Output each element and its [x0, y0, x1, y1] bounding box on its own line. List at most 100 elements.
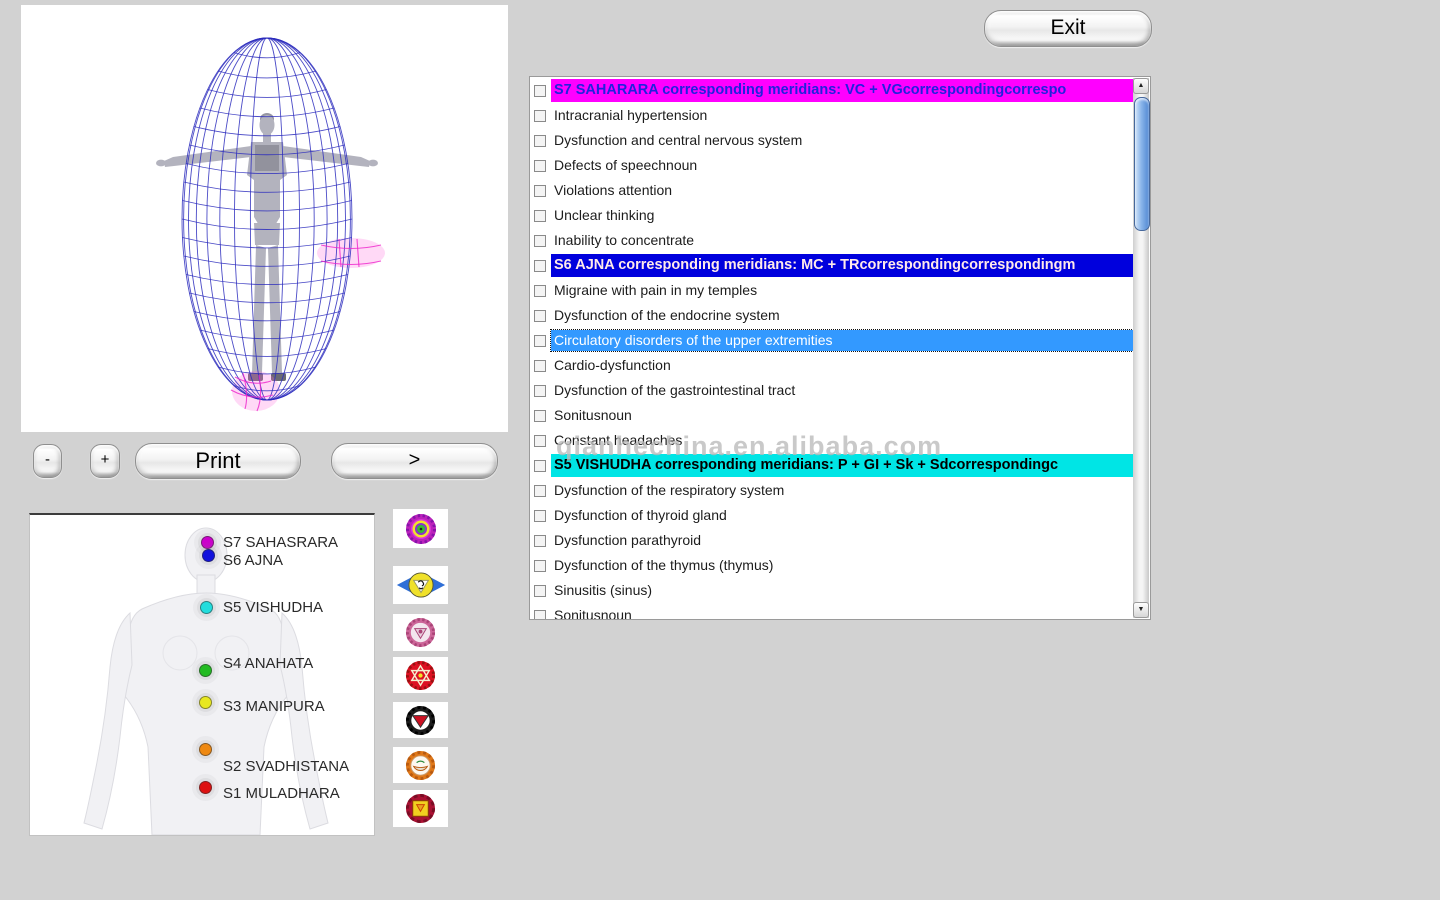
list-item-row[interactable]: Circulatory disorders of the upper extre…: [530, 328, 1134, 353]
list-item-label: Inability to concentrate: [554, 232, 695, 248]
list-item-row[interactable]: Dysfunction of thyroid gland: [530, 503, 1133, 528]
list-item-row[interactable]: Intracranial hypertension: [530, 103, 1133, 128]
muladhara-icon: [393, 790, 448, 827]
list-item-row[interactable]: Dysfunction and central nervous system: [530, 128, 1133, 153]
checkbox[interactable]: [534, 384, 546, 397]
list-item-row[interactable]: Violations attention: [530, 178, 1133, 203]
checkbox[interactable]: [534, 209, 546, 222]
chakra-label-s3: S3 MANIPURA: [223, 698, 325, 715]
checkbox[interactable]: [534, 434, 546, 447]
list-item-row[interactable]: Defects of speechnoun: [530, 153, 1133, 178]
list-item-label: Sonitusnoun: [554, 407, 632, 423]
checkbox[interactable]: [534, 459, 546, 472]
list-item-row[interactable]: Sonitusnoun: [530, 603, 1133, 620]
list-item-label: Defects of speechnoun: [554, 157, 698, 173]
list-item-label: S7 SAHARARA corresponding meridians: VC …: [551, 79, 1133, 102]
anahata-icon: [393, 657, 448, 693]
list-rows: S7 SAHARARA corresponding meridians: VC …: [530, 78, 1134, 620]
checkbox[interactable]: [534, 159, 546, 172]
list-item-label: Circulatory disorders of the upper extre…: [550, 329, 1134, 352]
list-item-row[interactable]: Cardio-dysfunction: [530, 353, 1133, 378]
chakra-dot-s2: [199, 743, 212, 756]
chakra-dot-s6: [202, 549, 215, 562]
list-item-label: Dysfunction of the thymus (thymus): [554, 557, 774, 573]
list-item-label: Violations attention: [554, 182, 673, 198]
zoom-in-button[interactable]: +: [90, 444, 120, 478]
checkbox[interactable]: [534, 509, 546, 522]
list-item-label: Cardio-dysfunction: [554, 357, 671, 373]
checkbox[interactable]: [534, 609, 546, 619]
checkbox[interactable]: [534, 84, 546, 97]
list-item-label: Intracranial hypertension: [554, 107, 708, 123]
scroll-down-arrow[interactable]: ▼: [1133, 602, 1149, 618]
checkbox[interactable]: [534, 334, 546, 347]
list-header-row[interactable]: S7 SAHARARA corresponding meridians: VC …: [530, 78, 1133, 103]
scrollbar-track[interactable]: ▲ ▼: [1133, 78, 1150, 618]
list-item-label: Dysfunction of the endocrine system: [554, 307, 780, 323]
chakra-label-s1: S1 MULADHARA: [223, 785, 340, 802]
list-item-row[interactable]: Dysfunction of the endocrine system: [530, 303, 1133, 328]
list-item-label: Dysfunction and central nervous system: [554, 132, 803, 148]
aura-panel: [21, 5, 508, 432]
chakra-dot-s4: [199, 664, 212, 677]
aura-wireframe-image: [156, 37, 385, 412]
list-item-row[interactable]: Dysfunction of the thymus (thymus): [530, 553, 1133, 578]
sahasrara-icon: [393, 509, 448, 548]
scrollbar-thumb[interactable]: [1134, 97, 1150, 231]
list-item-row[interactable]: Dysfunction of the gastrointestinal trac…: [530, 378, 1133, 403]
list-item-label: Sinusitis (sinus): [554, 582, 653, 598]
list-item-label: Sonitusnoun: [554, 607, 632, 620]
list-item-label: Dysfunction parathyroid: [554, 532, 702, 548]
chakra-body-panel: S7 SAHASRARA S6 AJNA S5 VISHUDHA S4 ANAH…: [29, 513, 375, 836]
list-item-label: Unclear thinking: [554, 207, 655, 223]
aura-mesh: [181, 37, 353, 401]
diagnosis-listbox[interactable]: S7 SAHARARA corresponding meridians: VC …: [529, 76, 1151, 620]
human-figure: [156, 113, 378, 381]
list-item-label: S6 AJNA corresponding meridians: MC + TR…: [551, 254, 1133, 277]
chakra-label-s4: S4 ANAHATA: [223, 655, 314, 672]
list-item-row[interactable]: Constant headaches: [530, 428, 1133, 453]
print-button[interactable]: Print: [135, 443, 301, 479]
list-item-row[interactable]: Dysfunction parathyroid: [530, 528, 1133, 553]
checkbox[interactable]: [534, 309, 546, 322]
scroll-up-arrow[interactable]: ▲: [1133, 78, 1149, 94]
list-item-row[interactable]: Sonitusnoun: [530, 403, 1133, 428]
manipura-icon: [393, 702, 448, 738]
checkbox[interactable]: [534, 484, 546, 497]
chakra-label-s5: S5 VISHUDHA: [223, 599, 324, 616]
list-item-label: Dysfunction of thyroid gland: [554, 507, 727, 523]
list-item-label: Constant headaches: [554, 432, 683, 448]
checkbox[interactable]: [534, 134, 546, 147]
aura-anomaly-wires: [230, 238, 382, 412]
checkbox[interactable]: [534, 584, 546, 597]
chakra-dot-s5: [200, 601, 213, 614]
checkbox[interactable]: [534, 284, 546, 297]
chakra-dot-s7: [201, 536, 214, 549]
zoom-out-button[interactable]: -: [33, 444, 62, 478]
list-item-row[interactable]: Unclear thinking: [530, 203, 1133, 228]
checkbox[interactable]: [534, 109, 546, 122]
list-item-row[interactable]: Migraine with pain in my temples: [530, 278, 1133, 303]
checkbox[interactable]: [534, 259, 546, 272]
list-item-row[interactable]: Inability to concentrate: [530, 228, 1133, 253]
vishudha-icon: [393, 614, 448, 651]
list-item-row[interactable]: Dysfunction of the respiratory system: [530, 478, 1133, 503]
checkbox[interactable]: [534, 184, 546, 197]
list-header-row[interactable]: S5 VISHUDHA corresponding meridians: P +…: [530, 453, 1133, 478]
checkbox[interactable]: [534, 359, 546, 372]
checkbox[interactable]: [534, 234, 546, 247]
list-header-row[interactable]: S6 AJNA corresponding meridians: MC + TR…: [530, 253, 1133, 278]
chakra-label-s6: S6 AJNA: [223, 552, 284, 569]
ajna-icon: [393, 566, 448, 604]
chakra-dot-s1: [199, 781, 212, 794]
checkbox[interactable]: [534, 534, 546, 547]
checkbox[interactable]: [534, 409, 546, 422]
next-button[interactable]: >: [331, 443, 498, 479]
exit-button[interactable]: Exit: [984, 10, 1152, 47]
list-item-label: Dysfunction of the respiratory system: [554, 482, 785, 498]
chakra-dot-s3: [199, 696, 212, 709]
list-item-row[interactable]: Sinusitis (sinus): [530, 578, 1133, 603]
chakra-label-s2: S2 SVADHISTANA: [223, 758, 350, 775]
checkbox[interactable]: [534, 559, 546, 572]
body-figure-image: [83, 527, 329, 835]
